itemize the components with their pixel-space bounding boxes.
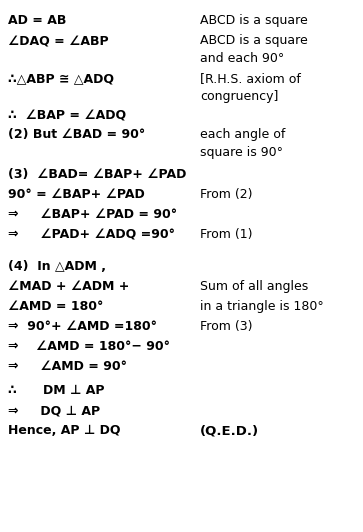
Text: square is 90°: square is 90° [200, 146, 283, 159]
Text: each angle of: each angle of [200, 128, 285, 141]
Text: From (1): From (1) [200, 228, 253, 241]
Text: From (2): From (2) [200, 188, 253, 201]
Text: Hence, AP ⊥ DQ: Hence, AP ⊥ DQ [8, 424, 121, 437]
Text: ⇒  90°+ ∠AMD =180°: ⇒ 90°+ ∠AMD =180° [8, 320, 157, 333]
Text: ∠MAD + ∠ADM +: ∠MAD + ∠ADM + [8, 280, 129, 293]
Text: ∴      DM ⊥ AP: ∴ DM ⊥ AP [8, 384, 105, 397]
Text: ∠DAQ = ∠ABP: ∠DAQ = ∠ABP [8, 34, 109, 47]
Text: [R.H.S. axiom of: [R.H.S. axiom of [200, 72, 301, 85]
Text: ⇒     ∠AMD = 90°: ⇒ ∠AMD = 90° [8, 360, 127, 373]
Text: 90° = ∠BAP+ ∠PAD: 90° = ∠BAP+ ∠PAD [8, 188, 145, 201]
Text: ABCD is a square: ABCD is a square [200, 14, 308, 27]
Text: AD = AB: AD = AB [8, 14, 66, 27]
Text: Sum of all angles: Sum of all angles [200, 280, 308, 293]
Text: and each 90°: and each 90° [200, 52, 284, 65]
Text: ∴△ABP ≅ △ADQ: ∴△ABP ≅ △ADQ [8, 72, 114, 85]
Text: congruency]: congruency] [200, 90, 278, 103]
Text: (3)  ∠BAD= ∠BAP+ ∠PAD: (3) ∠BAD= ∠BAP+ ∠PAD [8, 168, 186, 181]
Text: in a triangle is 180°: in a triangle is 180° [200, 300, 324, 313]
Text: ⇒     ∠PAD+ ∠ADQ =90°: ⇒ ∠PAD+ ∠ADQ =90° [8, 228, 175, 241]
Text: ⇒    ∠AMD = 180°− 90°: ⇒ ∠AMD = 180°− 90° [8, 340, 170, 353]
Text: From (3): From (3) [200, 320, 253, 333]
Text: ABCD is a square: ABCD is a square [200, 34, 308, 47]
Text: ∴  ∠BAP = ∠ADQ: ∴ ∠BAP = ∠ADQ [8, 108, 126, 121]
Text: (2) But ∠BAD = 90°: (2) But ∠BAD = 90° [8, 128, 145, 141]
Text: (4)  In △ADM ,: (4) In △ADM , [8, 260, 106, 273]
Text: ⇒     ∠BAP+ ∠PAD = 90°: ⇒ ∠BAP+ ∠PAD = 90° [8, 208, 177, 221]
Text: ∠AMD = 180°: ∠AMD = 180° [8, 300, 103, 313]
Text: ⇒     DQ ⊥ AP: ⇒ DQ ⊥ AP [8, 404, 100, 417]
Text: (Q.E.D.): (Q.E.D.) [200, 424, 259, 437]
